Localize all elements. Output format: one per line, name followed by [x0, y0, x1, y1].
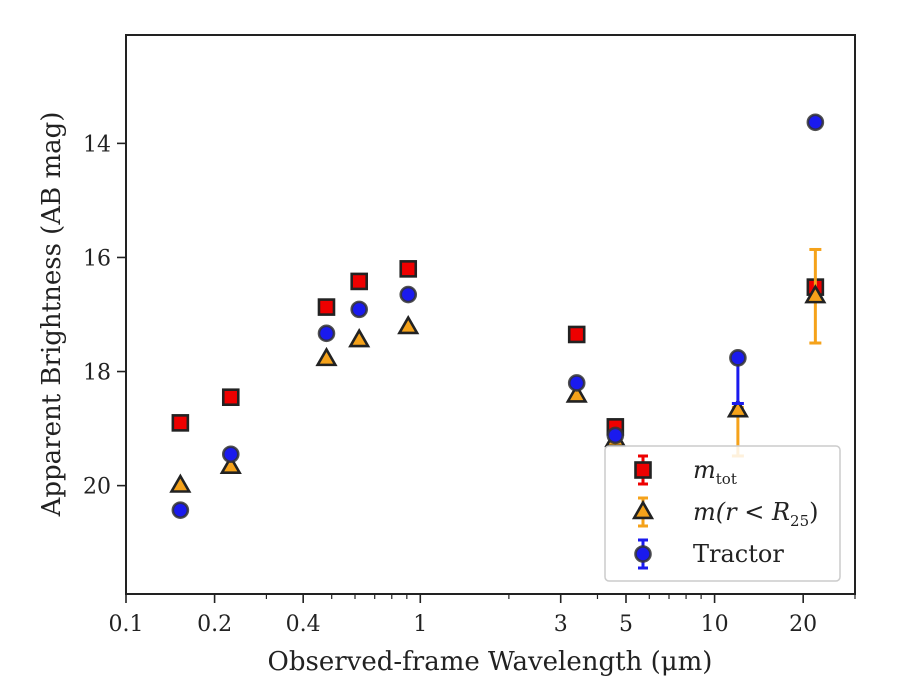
- triangle-marker: [804, 284, 827, 304]
- y-axis: 14 16 18 20: [83, 132, 126, 500]
- y-tick-label: 16: [83, 246, 111, 271]
- series-circle: [171, 113, 825, 519]
- y-tick-label: 14: [83, 132, 111, 157]
- legend-item: mtot: [634, 454, 737, 488]
- x-tick-label: 5: [619, 612, 633, 637]
- square-marker: [567, 325, 586, 344]
- triangle-marker: [397, 314, 420, 335]
- legend-label: m(r < R25): [693, 498, 819, 530]
- x-tick-label: 3: [554, 612, 568, 637]
- legend-label: mtot: [693, 456, 737, 488]
- x-axis-label: Observed-frame Wavelength (μm): [268, 647, 713, 677]
- triangle-marker: [631, 499, 655, 520]
- square-marker: [350, 272, 368, 291]
- triangle-marker: [726, 398, 749, 418]
- square-marker: [171, 414, 190, 432]
- circle-marker: [399, 285, 418, 304]
- x-tick-label: 10: [701, 612, 729, 637]
- circle-marker: [171, 501, 190, 519]
- circle-marker: [806, 113, 825, 132]
- legend-label: Tractor: [693, 540, 784, 568]
- triangle-marker: [169, 473, 192, 493]
- legend-item: m(r < R25): [631, 496, 819, 530]
- y-tick-label: 18: [83, 361, 111, 386]
- triangle-marker: [315, 346, 338, 367]
- circle-marker: [567, 374, 586, 392]
- x-tick-label: 1: [413, 612, 427, 637]
- legend: mtot m(r < R25) Tractor: [604, 445, 841, 582]
- square-marker: [221, 388, 240, 407]
- circle-marker: [634, 545, 652, 563]
- circle-marker: [606, 426, 625, 445]
- x-tick-label: 20: [789, 612, 817, 637]
- circle-marker: [350, 300, 368, 319]
- x-tick-label: 0.4: [286, 612, 321, 637]
- triangle-marker: [565, 383, 588, 403]
- data-marks: [169, 113, 827, 519]
- x-tick-label: 0.1: [109, 612, 144, 637]
- series-square: [171, 260, 825, 436]
- circle-marker: [221, 445, 240, 464]
- square-marker: [399, 260, 418, 278]
- circle-marker: [317, 324, 336, 343]
- x-axis: 0.1 0.2 0.4 1 3 5 10 20: [109, 594, 856, 637]
- legend-box: [604, 445, 841, 582]
- circle-marker: [729, 349, 747, 367]
- square-marker: [317, 298, 336, 316]
- triangle-marker: [348, 328, 371, 348]
- legend-item: Tractor: [634, 538, 784, 570]
- triangle-marker: [219, 454, 242, 474]
- plot-frame: [125, 34, 856, 595]
- x-tick-label: 0.2: [197, 612, 232, 637]
- y-tick-label: 20: [83, 475, 111, 500]
- y-axis-label: Apparent Brightness (AB mag): [37, 112, 67, 518]
- square-marker: [634, 461, 652, 479]
